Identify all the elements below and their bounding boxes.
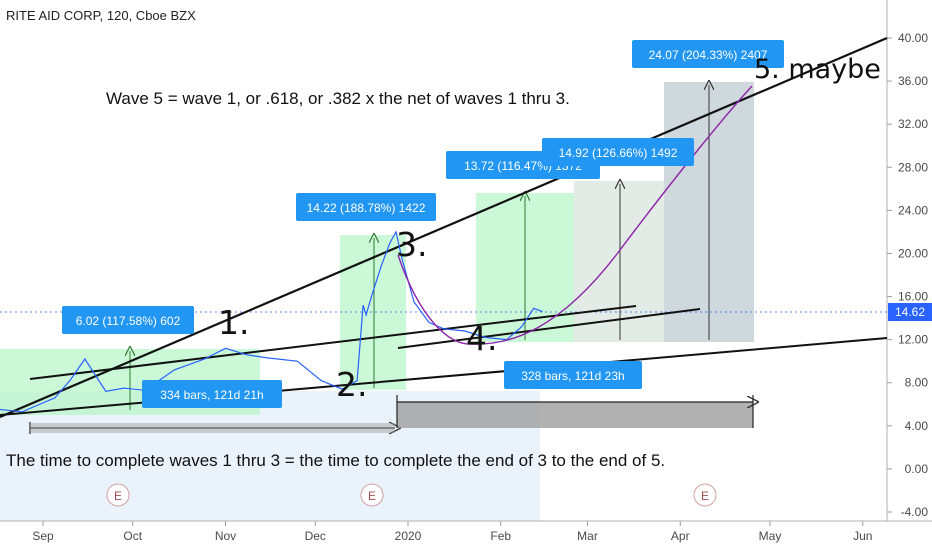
svg-text:328 bars, 121d 23h: 328 bars, 121d 23h: [521, 369, 624, 383]
last-price-value: 14.62: [895, 305, 925, 319]
bar-count-label-2[interactable]: 328 bars, 121d 23h: [504, 361, 642, 389]
wave-5-projection-curve[interactable]: [397, 85, 753, 345]
price-tick-label: 20.00: [898, 246, 928, 260]
wave-1-4-trendline[interactable]: [29, 305, 637, 380]
wave-4-trendline[interactable]: [397, 308, 701, 349]
svg-text:E: E: [114, 489, 122, 503]
svg-text:E: E: [368, 489, 376, 503]
price-tick-label: 8.00: [905, 376, 929, 390]
price-tick-label: 36.00: [898, 74, 928, 88]
time-span-bar-2: [397, 402, 753, 428]
wave-label-5: 5. maybe: [754, 54, 881, 85]
wave-label-4: 4.: [466, 319, 498, 358]
note-bottom: The time to complete waves 1 thru 3 = th…: [6, 451, 665, 470]
earnings-marker-3[interactable]: E: [693, 483, 717, 507]
price-tick-label: 0.00: [905, 462, 929, 476]
time-tick-label: Nov: [215, 529, 236, 543]
price-tick-label: 4.00: [905, 419, 929, 433]
svg-text:334 bars, 121d 21h: 334 bars, 121d 21h: [160, 388, 263, 402]
time-span-bar-1: [30, 423, 395, 433]
wave-label-1: 1.: [218, 303, 250, 342]
wave-label-2: 2.: [336, 365, 368, 404]
svg-text:6.02 (117.58%) 602: 6.02 (117.58%) 602: [76, 314, 181, 328]
time-tick-label: May: [759, 529, 782, 543]
svg-text:E: E: [701, 489, 709, 503]
earnings-marker-2[interactable]: E: [360, 483, 384, 507]
time-tick-label: Dec: [305, 529, 326, 543]
wave-label-3: 3.: [396, 225, 428, 264]
time-tick-label: Mar: [577, 529, 598, 543]
measure-box-wave5b: [574, 181, 664, 342]
price-tick-label: 40.00: [898, 31, 928, 45]
price-tick-label: 12.00: [898, 333, 928, 347]
symbol-title: RITE AID CORP, 120, Cboe BZX: [6, 8, 196, 23]
svg-text:14.22 (188.78%) 1422: 14.22 (188.78%) 1422: [307, 201, 426, 215]
time-axis[interactable]: Sep Oct Nov Dec 2020 Feb Mar Apr May Jun: [32, 521, 872, 543]
time-tick-label: Apr: [671, 529, 690, 543]
price-tick-label: 32.00: [898, 117, 928, 131]
time-tick-label: Oct: [123, 529, 142, 543]
price-tick-label: 28.00: [898, 160, 928, 174]
time-tick-label: Jun: [853, 529, 872, 543]
price-tick-label: 24.00: [898, 203, 928, 217]
price-tick-label: -4.00: [901, 505, 929, 519]
earnings-marker-1[interactable]: E: [106, 483, 130, 507]
price-tick-label: 16.00: [898, 290, 928, 304]
measure-label-4[interactable]: 14.92 (126.66%) 1492: [542, 138, 694, 166]
measure-label-2[interactable]: 14.22 (188.78%) 1422: [296, 193, 436, 221]
measure-label-5[interactable]: 24.07 (204.33%) 2407: [632, 40, 784, 68]
last-price-tag: [888, 303, 932, 321]
time-tick-label: 2020: [395, 529, 422, 543]
time-tick-label: Feb: [490, 529, 511, 543]
svg-text:14.92 (126.66%) 1492: 14.92 (126.66%) 1492: [559, 146, 678, 160]
measure-box-wave3: [340, 235, 406, 390]
note-top: Wave 5 = wave 1, or .618, or .382 x the …: [106, 89, 570, 108]
price-series-line[interactable]: [0, 230, 543, 413]
price-axis[interactable]: -4.00 0.00 4.00 8.00 12.00 16.00 20.00 24.00 28.…: [887, 31, 928, 519]
time-tick-label: Sep: [32, 529, 54, 543]
measure-label-1[interactable]: 6.02 (117.58%) 602: [62, 306, 194, 334]
svg-text:24.07 (204.33%) 2407: 24.07 (204.33%) 2407: [649, 48, 768, 62]
bar-count-label-1[interactable]: 334 bars, 121d 21h: [142, 380, 282, 408]
